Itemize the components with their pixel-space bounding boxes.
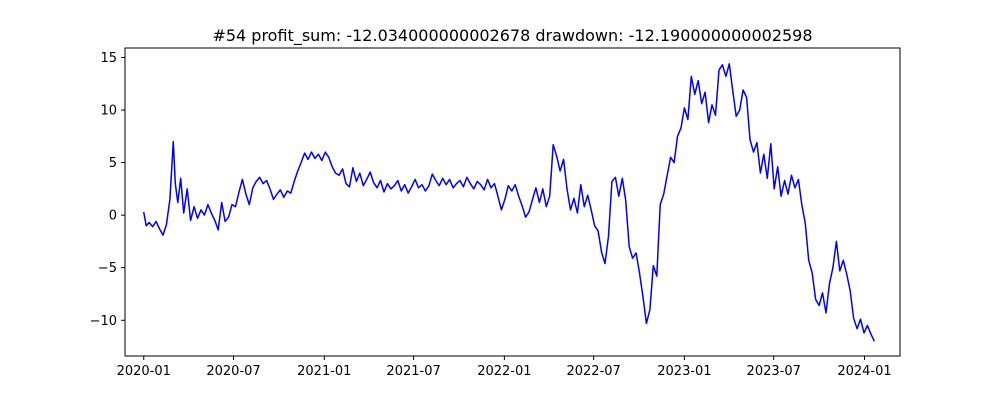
y-tick-label: −10 (90, 314, 117, 329)
profit-series-line (142, 63, 875, 342)
x-tick-label: 2022-07 (566, 364, 620, 379)
x-tick-label: 2024-01 (837, 364, 891, 379)
y-tick-label: 5 (109, 156, 117, 171)
y-tick-label: −5 (98, 261, 117, 276)
x-tick-label: 2020-07 (206, 364, 260, 379)
x-tick-label: 2022-01 (477, 364, 531, 379)
plot-frame (124, 47, 901, 357)
plot-area (124, 47, 901, 357)
y-axis: −10 −5 0 5 10 15 (90, 51, 125, 329)
x-tick-label: 2023-01 (657, 364, 711, 379)
x-axis: 2020-01 2020-07 2021-01 2021-07 2022-01 2022-… (117, 356, 892, 379)
x-tick-label: 2021-01 (297, 364, 351, 379)
x-tick-label: 2020-01 (117, 364, 171, 379)
x-tick-label: 2023-07 (747, 364, 801, 379)
y-tick-label: 10 (100, 104, 117, 119)
x-tick-label: 2021-07 (386, 364, 440, 379)
chart-title: #54 profit_sum: -12.034000000002678 draw… (212, 26, 812, 46)
y-tick-label: 15 (100, 51, 117, 66)
y-tick-label: 0 (109, 209, 117, 224)
